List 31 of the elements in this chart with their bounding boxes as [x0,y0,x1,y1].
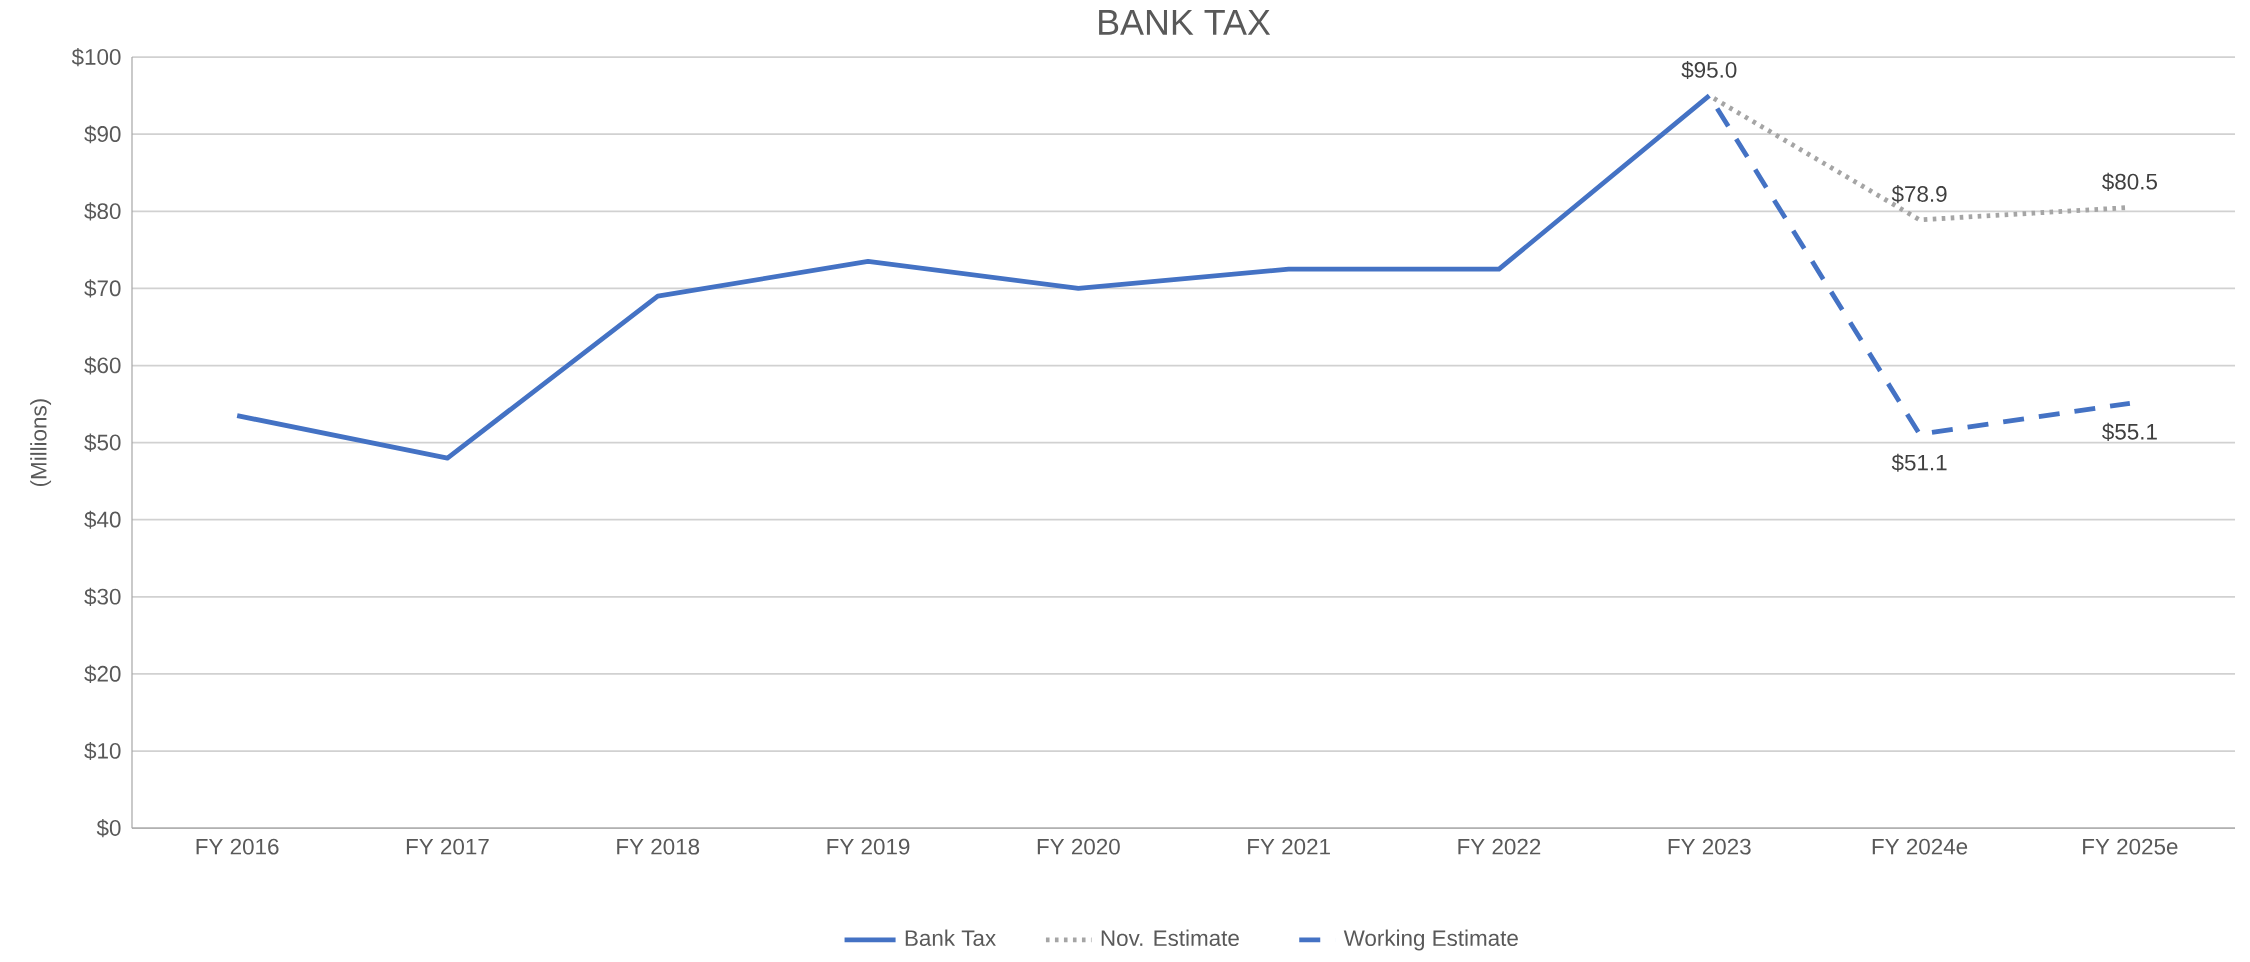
y-axis-title: (Millions) [30,399,52,486]
y-tick-label: $10 [84,741,121,760]
chart-title: BANK TAX [1099,9,1271,35]
x-tick-label: FY 2025e [2083,838,2178,855]
y-tick-label: $50 [84,433,121,452]
x-tick-label: FY 2022 [1458,838,1541,855]
x-tick-label: FY 2023 [1668,838,1751,855]
y-tick-label: $30 [84,587,121,606]
data-label: $80.5 [2102,172,2157,191]
data-label: $51.1 [1891,453,1947,472]
y-tick-label: $70 [84,279,121,298]
legend-label: Working Estimate [1343,929,1518,951]
x-tick-label: FY 2020 [1037,838,1120,855]
data-label: $78.9 [1891,184,1947,204]
y-tick-label: $40 [84,510,121,529]
y-tick-label: $90 [84,125,121,144]
x-tick-label: FY 2017 [406,838,489,855]
data-label: $95.0 [1681,60,1737,79]
y-tick-label: $80 [84,202,121,221]
y-tick-label: $100 [71,47,121,67]
x-tick-label: FY 2019 [827,838,910,855]
legend-label: Nov. Estimate [1101,929,1239,946]
y-tick-label: $60 [84,356,121,375]
data-label: $55.1 [2102,422,2157,441]
x-tick-label: FY 2021 [1248,838,1330,855]
y-tick-label: $20 [84,664,121,683]
x-tick-label: FY 2016 [196,838,279,855]
legend-label: Bank Tax [905,929,996,946]
x-tick-label: FY 2024e [1872,838,1968,855]
x-tick-label: FY 2018 [617,838,700,855]
y-tick-label: $0 [96,818,121,838]
